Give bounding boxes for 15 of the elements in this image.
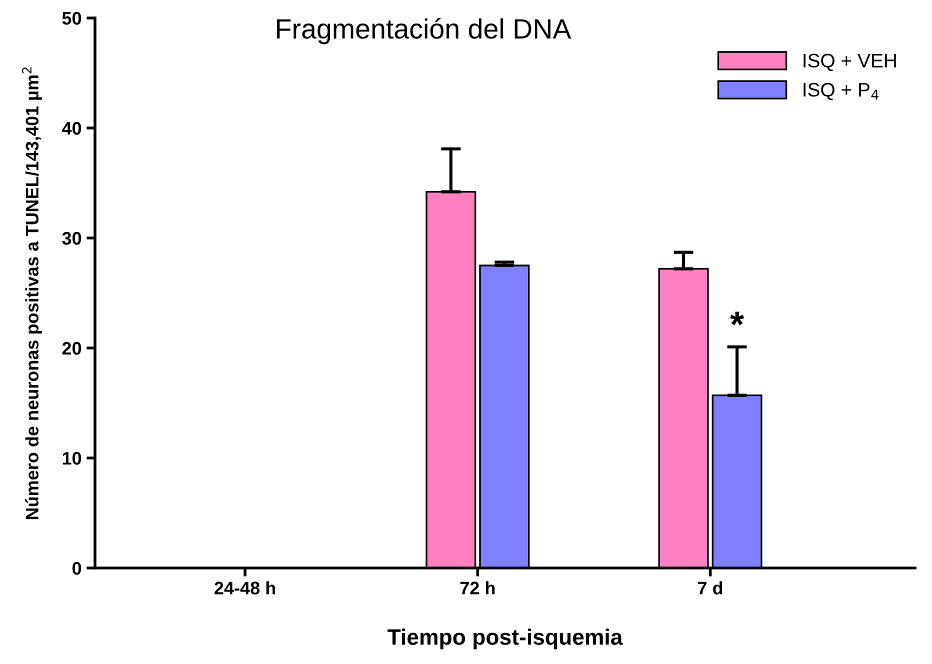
y-tick-label: 10 <box>62 452 82 465</box>
x-tick-label: 24-48 h <box>214 581 276 594</box>
chart-title: Fragmentación del DNA <box>277 18 572 44</box>
legend-label: ISQ + P$_{4}$ <box>804 82 879 100</box>
y-tick-label: 40 <box>62 122 82 135</box>
y-tick-label: 20 <box>62 342 82 355</box>
y-tick-label: 30 <box>62 232 82 245</box>
y-tick-label: 50 <box>62 12 82 25</box>
y-axis-title: Número de neuronas positivas a TUNEL/143,401 µm$^{2}$ <box>22 67 42 520</box>
y-tick-label: 0 <box>72 562 82 575</box>
legend-label: ISQ + VEH <box>804 54 896 72</box>
x-axis-title: Tiempo post-isquemia <box>388 628 623 650</box>
x-tick-label: 72 h <box>460 581 495 594</box>
annotation: * <box>730 312 744 326</box>
x-tick-label: 7 d <box>698 581 722 594</box>
